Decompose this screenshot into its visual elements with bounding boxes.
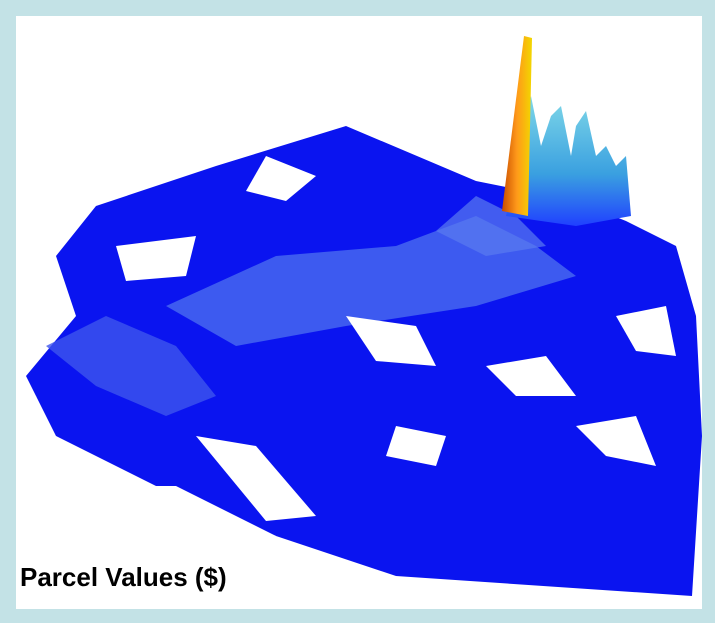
- image-panel: [16, 16, 702, 609]
- page: {"caption": "Parcel Values ($)"}: [0, 0, 715, 623]
- caption: Parcel Values ($): [20, 562, 227, 593]
- value-spike: [502, 36, 532, 216]
- surface-plot: [16, 16, 702, 609]
